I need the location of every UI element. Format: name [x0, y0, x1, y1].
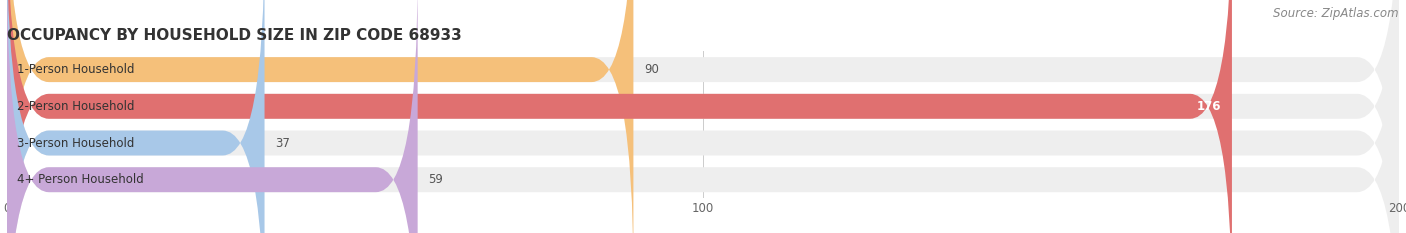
FancyBboxPatch shape [7, 0, 418, 233]
Text: 37: 37 [276, 137, 290, 150]
Text: 4+ Person Household: 4+ Person Household [17, 173, 145, 186]
FancyBboxPatch shape [7, 0, 1399, 233]
FancyBboxPatch shape [7, 0, 1232, 233]
Text: 59: 59 [427, 173, 443, 186]
Text: 90: 90 [644, 63, 659, 76]
Text: 2-Person Household: 2-Person Household [17, 100, 135, 113]
FancyBboxPatch shape [7, 0, 264, 233]
Text: 176: 176 [1197, 100, 1222, 113]
Text: OCCUPANCY BY HOUSEHOLD SIZE IN ZIP CODE 68933: OCCUPANCY BY HOUSEHOLD SIZE IN ZIP CODE … [7, 28, 461, 43]
FancyBboxPatch shape [7, 0, 633, 233]
FancyBboxPatch shape [7, 0, 1399, 233]
Text: 3-Person Household: 3-Person Household [17, 137, 135, 150]
Text: 1-Person Household: 1-Person Household [17, 63, 135, 76]
FancyBboxPatch shape [7, 0, 1399, 233]
FancyBboxPatch shape [7, 0, 1399, 233]
Text: Source: ZipAtlas.com: Source: ZipAtlas.com [1274, 7, 1399, 20]
